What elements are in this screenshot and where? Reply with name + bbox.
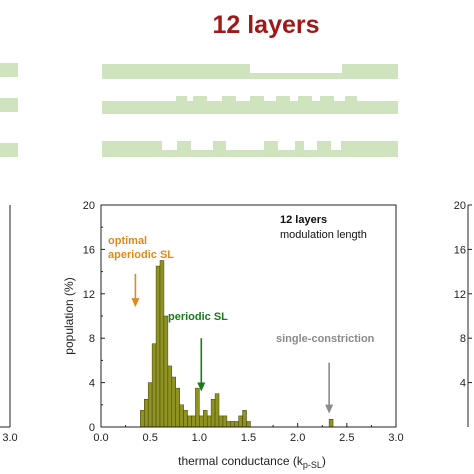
x-tick-label: 3.0	[388, 432, 403, 444]
x-tick-label: 2.5	[339, 432, 354, 444]
histogram-bar	[195, 387, 200, 428]
histogram-bar	[203, 410, 208, 428]
histogram-bar	[328, 418, 334, 428]
histogram-bar	[171, 376, 176, 428]
annotation-arrow-head	[325, 404, 334, 414]
histogram-bar	[242, 410, 247, 428]
left-panel-remnant: 3.0	[0, 205, 18, 444]
histogram-bar	[214, 393, 220, 428]
histogram-bar	[210, 399, 216, 428]
annotation-arrow-head	[131, 298, 140, 308]
left-panel-tick: 3.0	[2, 432, 17, 444]
histogram-bar	[218, 415, 224, 428]
legend-text: modulation length	[280, 229, 367, 241]
x-axis-label: thermal conductance (kp-SL)	[178, 454, 326, 470]
y-tick-label: 12	[83, 289, 95, 301]
right-panel-remnant: 20 16 12 8 4	[454, 200, 472, 427]
y-tick-label: 8	[89, 333, 95, 345]
histogram-bar	[187, 415, 192, 428]
histogram-bar	[155, 265, 161, 428]
histogram-bar	[238, 415, 243, 428]
histogram-bar	[206, 415, 212, 428]
structure-periodic	[102, 96, 398, 114]
x-tick-label: 2.0	[290, 432, 305, 444]
x-tick-label: 1.0	[192, 432, 207, 444]
y-tick-labels: 0 4 8 12 16 20	[83, 200, 95, 434]
x-tick-label: 0.0	[93, 432, 108, 444]
histogram-bar	[167, 365, 173, 428]
x-tick-label: 0.5	[143, 432, 158, 444]
histogram-bar	[183, 410, 188, 428]
histogram-bar	[222, 415, 228, 428]
histogram-bar	[144, 399, 149, 428]
annotation-label: single-constriction	[276, 333, 375, 345]
y-axis-label: population (%)	[62, 277, 76, 354]
right-panel-tick-label: 16	[454, 244, 466, 256]
histogram-bar	[199, 415, 204, 428]
structure-aperiodic	[102, 141, 398, 157]
left-structure-2	[0, 98, 18, 112]
histogram-bar	[226, 421, 232, 428]
structure-schematics	[0, 63, 398, 157]
histogram-bar	[191, 415, 196, 428]
x-tick-label: 1.5	[241, 432, 256, 444]
annotation-arrow-head	[197, 382, 206, 392]
figure-title: 12 layers	[212, 11, 319, 39]
y-tick-label: 0	[89, 422, 95, 434]
histogram-bar	[179, 404, 184, 428]
histogram-bar	[234, 421, 239, 428]
annotation-label: optimal	[108, 235, 147, 247]
x-tick-labels: 0.0 0.5 1.0 1.5 2.0 2.5 3.0	[93, 432, 403, 444]
histogram-bar	[147, 382, 153, 428]
y-tick-label: 16	[83, 244, 95, 256]
left-structure-3	[0, 143, 18, 157]
histogram-bar	[163, 315, 169, 428]
histogram-bar	[140, 410, 145, 428]
right-panel-tick-label: 20	[454, 200, 466, 212]
y-tick-label: 20	[83, 200, 95, 212]
plot-frame	[100, 204, 397, 428]
histogram-bar	[151, 343, 157, 428]
histogram-bar	[230, 421, 235, 428]
left-structure-1	[0, 63, 18, 77]
annotation-label: periodic SL	[168, 311, 228, 323]
annotations: optimal aperiodic SL periodic SL single-con…	[108, 235, 375, 414]
y-tick-label: 4	[89, 378, 95, 390]
right-panel-tick-label: 12	[454, 289, 466, 301]
right-panel-tick-label: 8	[460, 333, 466, 345]
legend-title: 12 layers	[280, 214, 327, 226]
histogram-bar	[159, 260, 165, 428]
right-panel-tick-label: 4	[460, 378, 466, 390]
histogram-bar	[175, 387, 180, 428]
histogram-bar	[246, 421, 251, 428]
structure-single-constriction	[102, 64, 398, 79]
histogram-bars	[140, 260, 334, 428]
annotation-label: aperiodic SL	[108, 249, 174, 261]
histogram-chart: 0.0 0.5 1.0 1.5 2.0 2.5 3.0 0 4 8 12 16 20 thermal …	[62, 200, 404, 470]
